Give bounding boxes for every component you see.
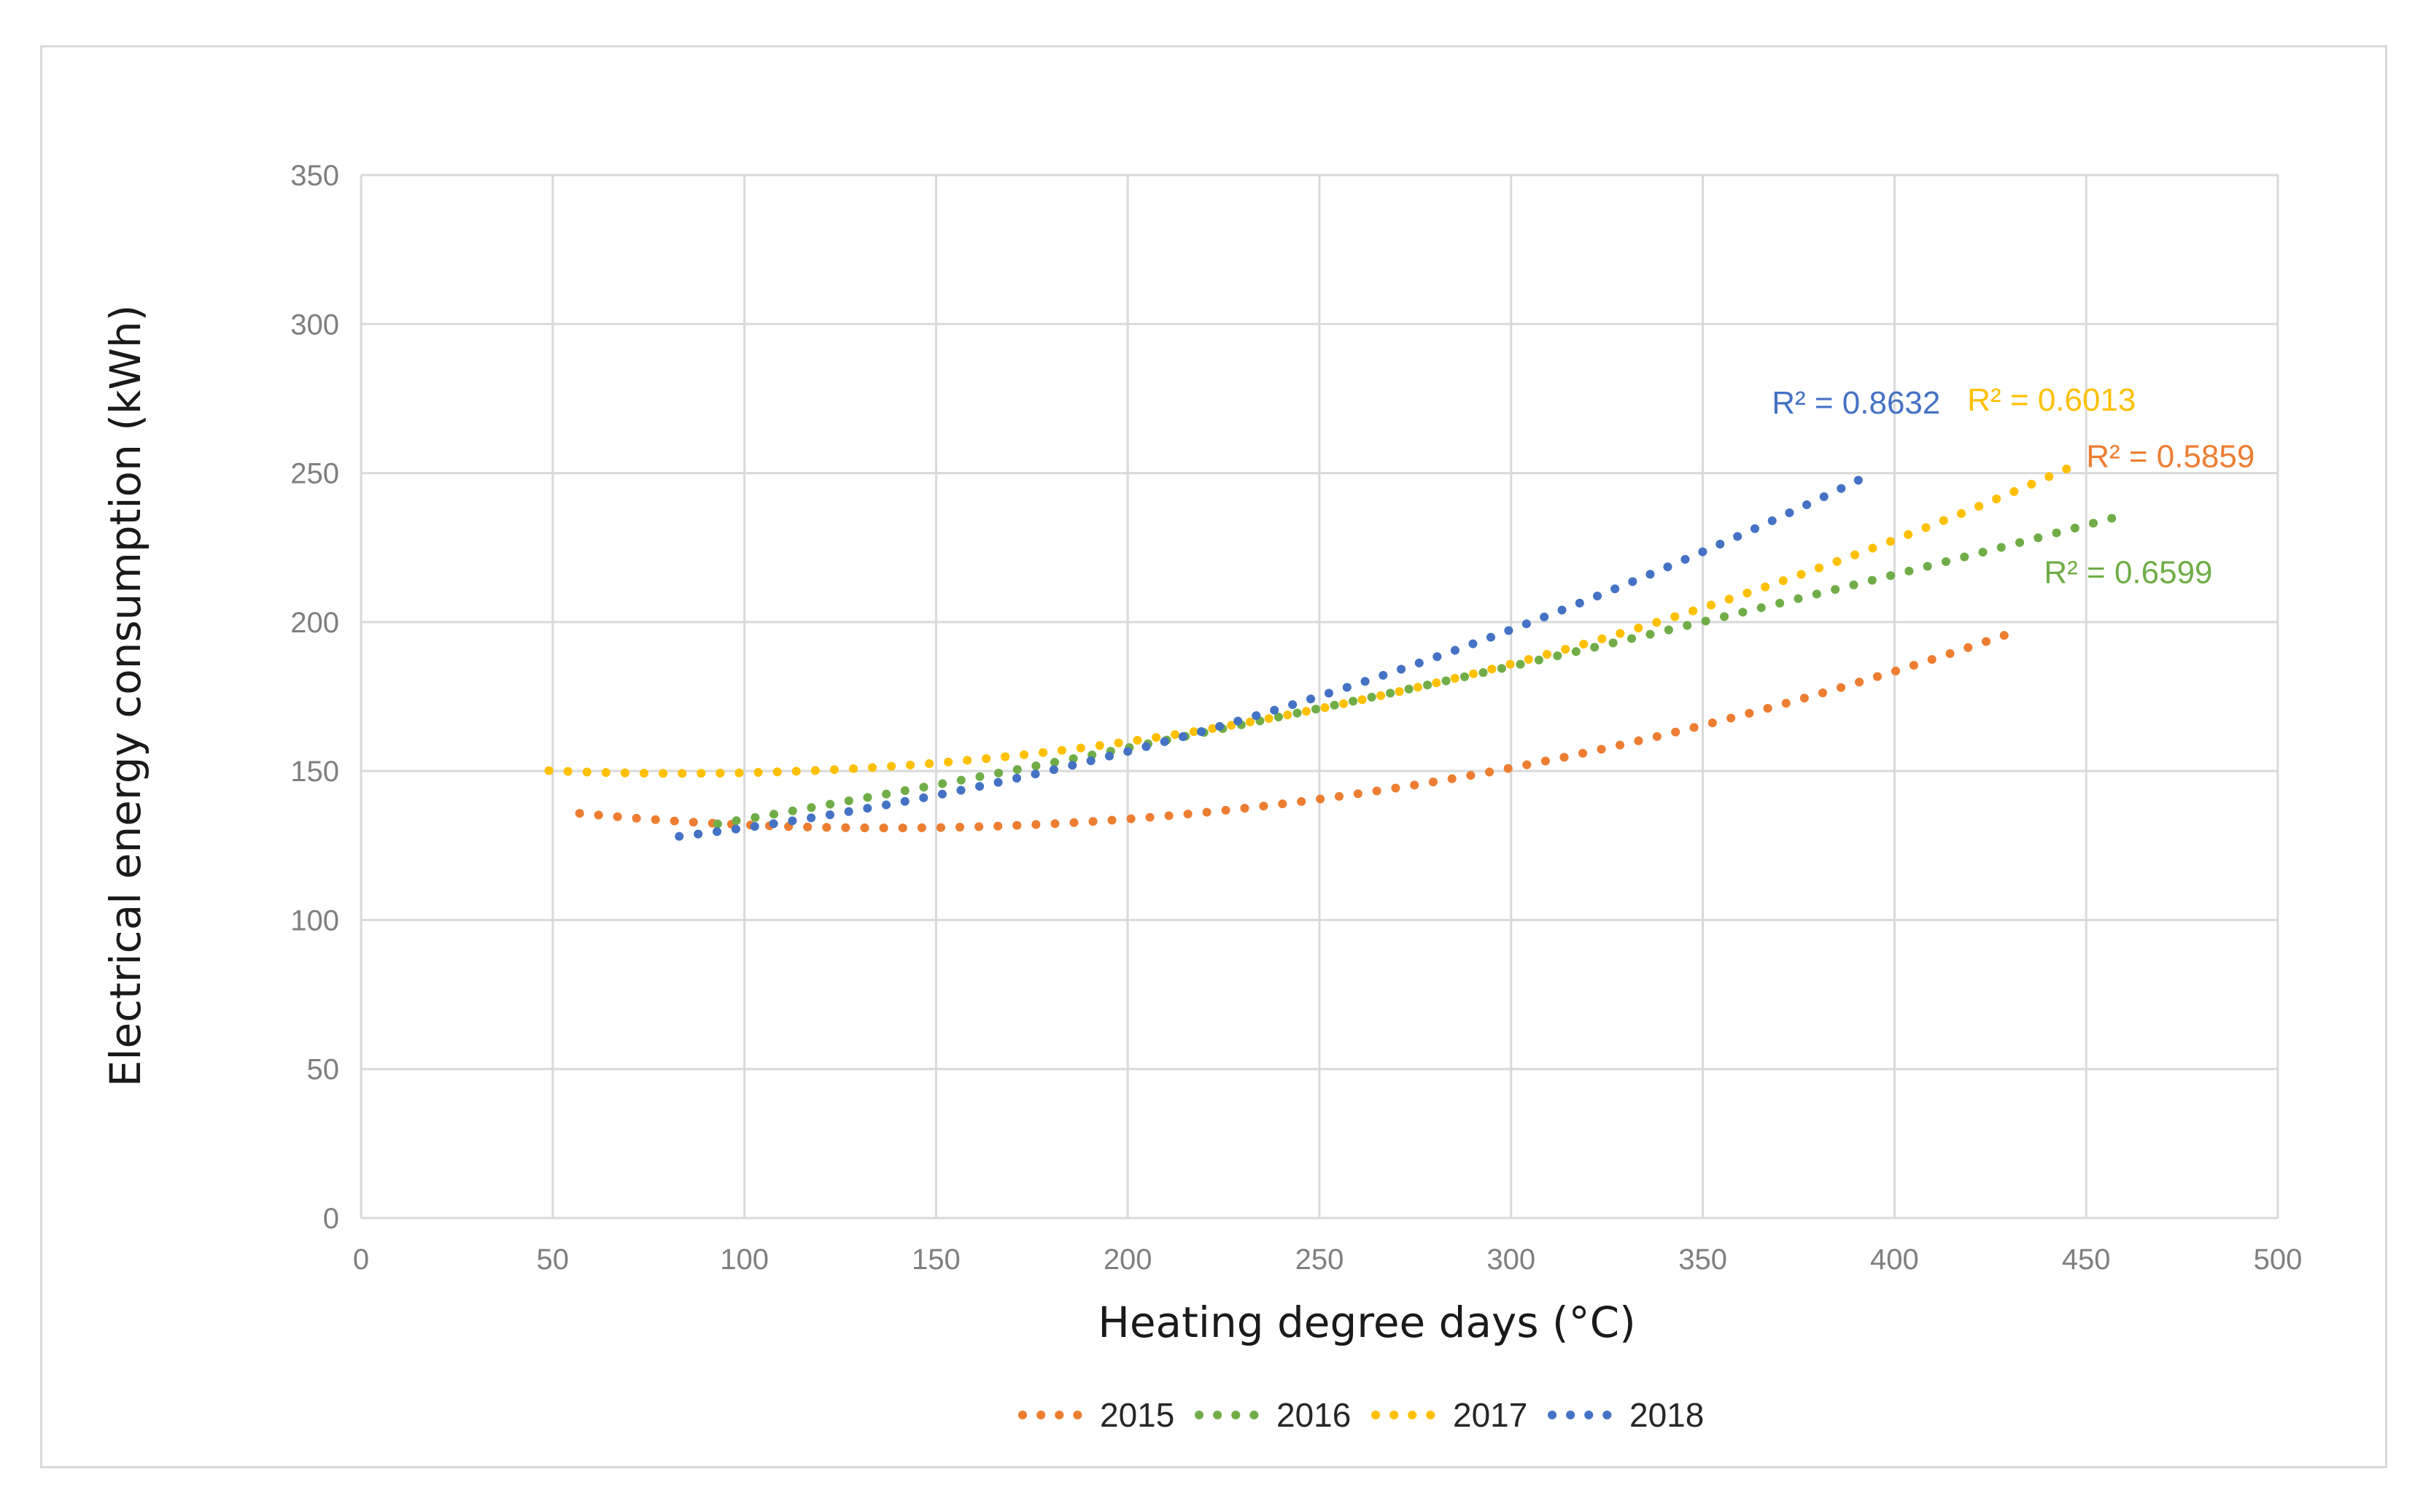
chart-frame	[40, 45, 2387, 1468]
series-2015	[575, 630, 2010, 833]
series-group	[544, 457, 2122, 841]
legend-item-2015: 2015	[1018, 1396, 1174, 1434]
series-2016	[713, 512, 2122, 829]
series-line-2015	[575, 630, 2010, 833]
y-tick-label: 300	[290, 309, 339, 341]
x-tick-label: 250	[1295, 1244, 1344, 1276]
x-tick-label: 500	[2254, 1244, 2303, 1276]
r-squared-label-2016: R² = 0.6599	[2044, 555, 2212, 591]
y-tick-label: 150	[290, 756, 339, 788]
legend: 2015 2016 2017 2018	[1018, 1396, 1704, 1434]
x-tick-label: 400	[1870, 1244, 1919, 1276]
legend-label-2015: 2015	[1100, 1396, 1174, 1434]
legend-item-2017: 2017	[1371, 1396, 1527, 1434]
x-tick-label: 50	[537, 1244, 570, 1276]
series-line-2016	[713, 512, 2122, 829]
y-tick-label: 350	[290, 160, 339, 192]
x-tick-label: 350	[1678, 1244, 1727, 1276]
x-tick-label: 150	[912, 1244, 961, 1276]
series-line-2017	[544, 457, 2087, 778]
series-2018	[675, 468, 1880, 841]
legend-label-2017: 2017	[1453, 1396, 1527, 1434]
tick-labels: 0 50 100 150 200 250 300 350 400 450 500 0 50 100 150 2…	[290, 160, 2302, 1276]
series-2017	[544, 457, 2087, 778]
y-axis-title: Electrical energy consumption (kWh)	[101, 305, 150, 1087]
legend-label-2016: 2016	[1276, 1396, 1351, 1434]
r-squared-label-2017: R² = 0.6013	[1967, 382, 2136, 418]
legend-label-2018: 2018	[1629, 1396, 1704, 1434]
x-tick-label: 300	[1486, 1244, 1535, 1276]
r-squared-label-2015: R² = 0.5859	[2086, 438, 2254, 474]
y-tick-label: 100	[290, 904, 339, 937]
y-tick-label: 250	[290, 458, 339, 490]
y-tick-label: 200	[290, 607, 339, 639]
x-axis-title: Heating degree days (°C)	[1098, 1298, 1636, 1347]
legend-item-2018: 2018	[1548, 1396, 1704, 1434]
r-squared-label-2018: R² = 0.8632	[1772, 385, 1940, 421]
x-tick-label: 200	[1104, 1244, 1152, 1276]
y-tick-label: 0	[323, 1203, 339, 1235]
y-tick-label: 50	[307, 1054, 340, 1086]
x-tick-label: 100	[720, 1244, 769, 1276]
series-line-2018	[675, 468, 1880, 841]
r-squared-labels: R² = 0.5859 R² = 0.6599 R² = 0.6013 R² = 0.…	[1772, 382, 2254, 591]
legend-item-2016: 2016	[1195, 1396, 1351, 1434]
x-tick-label: 0	[353, 1244, 369, 1276]
x-tick-label: 450	[2062, 1244, 2111, 1276]
grid	[360, 174, 2279, 1220]
